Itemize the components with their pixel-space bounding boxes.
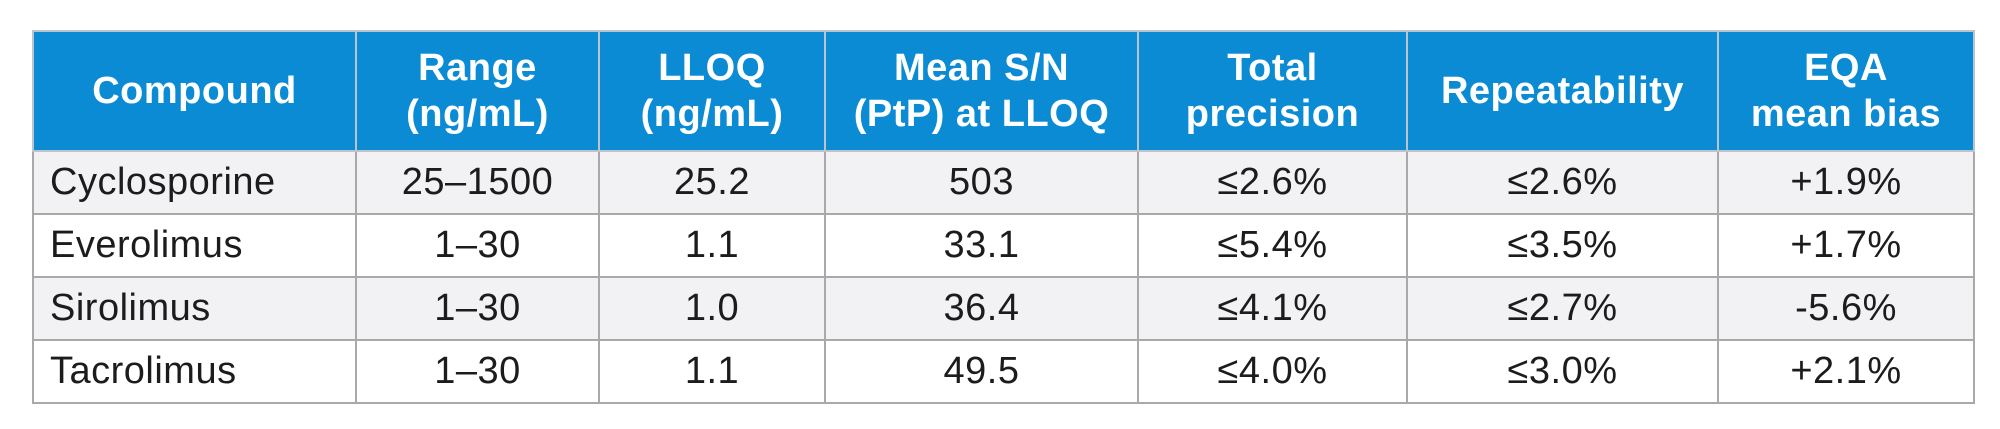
cell-eqa-mean-bias: +2.1% [1717,339,1975,404]
cell-lloq: 1.1 [598,339,826,404]
header-row: Compound Range (ng/mL) LLOQ (ng/mL) Mean… [32,30,1975,152]
cell-mean-sn: 36.4 [824,276,1139,341]
cell-range: 25–1500 [355,150,600,215]
cell-mean-sn: 503 [824,150,1139,215]
header-line: precision [1185,93,1360,135]
compound-results-table: Compound Range (ng/mL) LLOQ (ng/mL) Mean… [32,30,1975,404]
cell-range: 1–30 [355,339,600,404]
cell-lloq: 1.1 [598,213,826,278]
cell-compound: Tacrolimus [32,339,357,404]
cell-lloq: 25.2 [598,150,826,215]
cell-repeatability: ≤2.7% [1406,276,1719,341]
header-line: EQA [1804,47,1888,89]
header-line: Compound [92,70,297,112]
cell-mean-sn: 33.1 [824,213,1139,278]
cell-compound: Everolimus [32,213,357,278]
cell-eqa-mean-bias: +1.7% [1717,213,1975,278]
header-line: LLOQ [658,47,766,89]
header-range: Range (ng/mL) [355,30,600,152]
cell-total-precision: ≤2.6% [1137,150,1408,215]
table-row: Cyclosporine 25–1500 25.2 503 ≤2.6% ≤2.6… [32,150,1975,215]
header-line: (ng/mL) [640,93,784,135]
cell-total-precision: ≤4.0% [1137,339,1408,404]
cell-repeatability: ≤3.0% [1406,339,1719,404]
header-eqa-mean-bias: EQA mean bias [1717,30,1975,152]
cell-total-precision: ≤5.4% [1137,213,1408,278]
table-row: Tacrolimus 1–30 1.1 49.5 ≤4.0% ≤3.0% +2.… [32,339,1975,404]
header-line: Mean S/N [893,47,1070,89]
cell-range: 1–30 [355,276,600,341]
results-table-container: Compound Range (ng/mL) LLOQ (ng/mL) Mean… [32,30,1975,404]
table-row: Everolimus 1–30 1.1 33.1 ≤5.4% ≤3.5% +1.… [32,213,1975,278]
cell-range: 1–30 [355,213,600,278]
header-lloq: LLOQ (ng/mL) [598,30,826,152]
table-row: Sirolimus 1–30 1.0 36.4 ≤4.1% ≤2.7% -5.6… [32,276,1975,341]
header-line: Repeatability [1440,70,1685,112]
cell-compound: Cyclosporine [32,150,357,215]
cell-lloq: 1.0 [598,276,826,341]
header-line: Range [418,47,537,89]
header-line: (ng/mL) [406,93,549,135]
cell-repeatability: ≤2.6% [1406,150,1719,215]
header-repeatability: Repeatability [1406,30,1719,152]
cell-compound: Sirolimus [32,276,357,341]
header-line: (PtP) at LLOQ [853,93,1110,135]
header-line: Total [1227,47,1318,89]
header-compound: Compound [32,30,357,152]
header-line: mean bias [1750,93,1942,135]
cell-mean-sn: 49.5 [824,339,1139,404]
cell-eqa-mean-bias: -5.6% [1717,276,1975,341]
header-total-precision: Total precision [1137,30,1408,152]
cell-repeatability: ≤3.5% [1406,213,1719,278]
cell-total-precision: ≤4.1% [1137,276,1408,341]
header-mean-sn: Mean S/N (PtP) at LLOQ [824,30,1139,152]
cell-eqa-mean-bias: +1.9% [1717,150,1975,215]
